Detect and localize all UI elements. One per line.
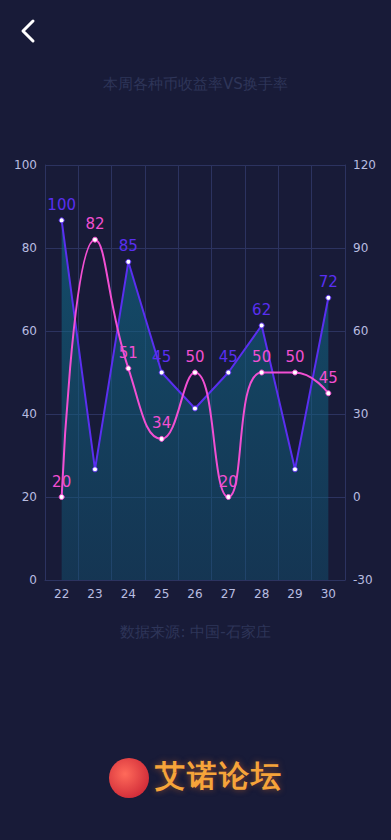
svg-text:27: 27	[221, 587, 236, 601]
svg-text:30: 30	[353, 407, 368, 421]
svg-text:本周各种币收益率VS换手率: 本周各种币收益率VS换手率	[103, 75, 288, 93]
svg-text:20: 20	[52, 473, 71, 491]
svg-text:0: 0	[353, 490, 361, 504]
svg-text:0: 0	[29, 573, 37, 587]
svg-text:26: 26	[187, 587, 202, 601]
svg-text:数据来源: 中国-石家庄: 数据来源: 中国-石家庄	[120, 623, 270, 641]
svg-text:62: 62	[252, 301, 271, 319]
svg-text:23: 23	[87, 587, 102, 601]
svg-text:29: 29	[287, 587, 302, 601]
svg-text:40: 40	[22, 407, 37, 421]
svg-text:45: 45	[219, 348, 238, 366]
svg-text:45: 45	[152, 348, 171, 366]
svg-text:100: 100	[47, 196, 76, 214]
svg-text:24: 24	[121, 587, 136, 601]
svg-text:50: 50	[285, 348, 304, 366]
svg-text:30: 30	[321, 587, 336, 601]
svg-text:28: 28	[254, 587, 269, 601]
svg-text:50: 50	[185, 348, 204, 366]
svg-text:80: 80	[22, 241, 37, 255]
svg-text:90: 90	[353, 241, 368, 255]
svg-text:60: 60	[22, 324, 37, 338]
svg-text:25: 25	[154, 587, 169, 601]
svg-text:34: 34	[152, 414, 171, 432]
svg-text:-30: -30	[353, 573, 373, 587]
svg-text:20: 20	[219, 473, 238, 491]
svg-text:85: 85	[119, 237, 138, 255]
svg-text:20: 20	[22, 490, 37, 504]
svg-text:60: 60	[353, 324, 368, 338]
svg-text:82: 82	[85, 215, 104, 233]
svg-text:120: 120	[353, 158, 376, 172]
svg-text:22: 22	[54, 587, 69, 601]
svg-text:100: 100	[14, 158, 37, 172]
svg-text:45: 45	[319, 369, 338, 387]
svg-text:50: 50	[252, 348, 271, 366]
svg-text:72: 72	[319, 273, 338, 291]
svg-text:51: 51	[119, 344, 138, 362]
html-text:艾诺论坛: 艾诺论坛	[154, 758, 283, 793]
